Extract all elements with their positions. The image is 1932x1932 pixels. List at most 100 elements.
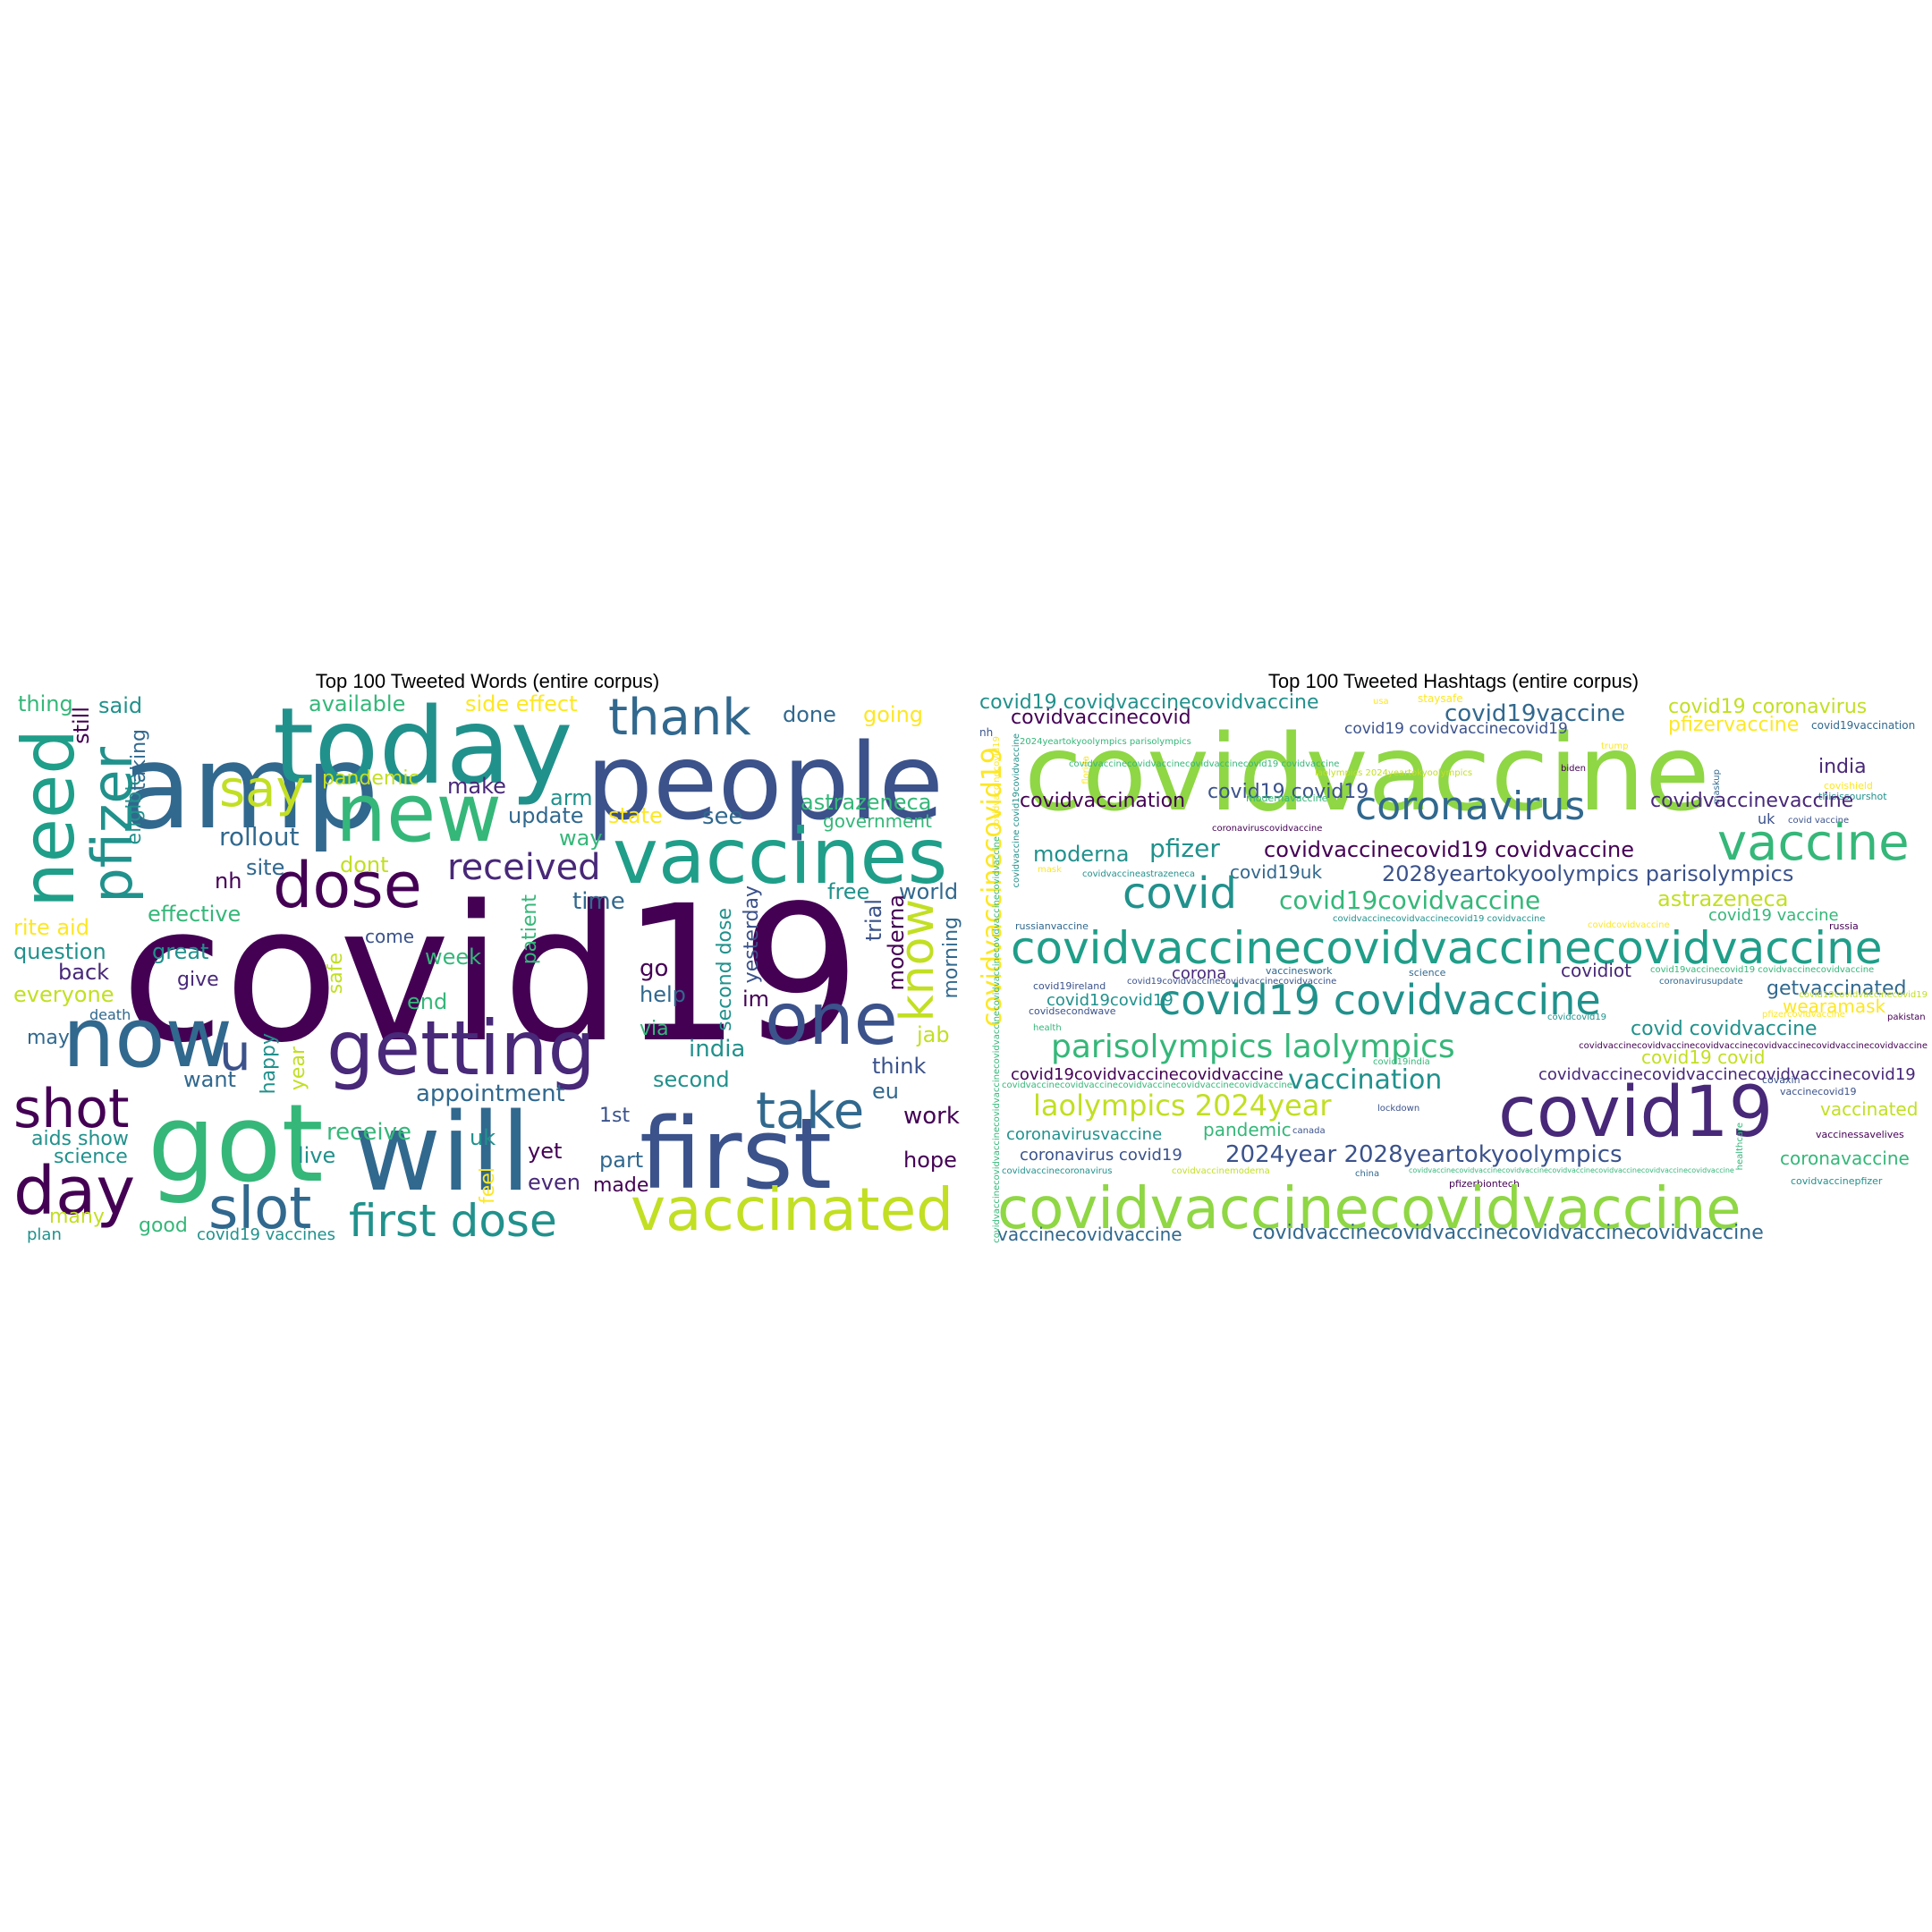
hashtag: covidiot: [1561, 960, 1631, 981]
word: help: [640, 982, 686, 1007]
hashtag: pfizervaccine: [1668, 714, 1800, 736]
word: give: [177, 969, 219, 991]
word: second: [653, 1067, 730, 1092]
word: week: [425, 945, 482, 970]
word: said: [98, 693, 143, 718]
word: update: [508, 803, 584, 828]
hashtag: covidvaccinecovidvaccinecovidvaccinecovi…: [1579, 1041, 1928, 1051]
word: today: [273, 693, 573, 808]
hashtag: astrazeneca: [1657, 886, 1789, 911]
hashtag: staysafe: [1418, 693, 1463, 705]
hashtag: covid19covidvaccinecovidvaccinecovidvacc…: [1127, 977, 1337, 987]
hashtag: pfizerbiontech: [1449, 1178, 1520, 1190]
hashtag: modernavaccine: [1246, 792, 1328, 804]
hashtag: covid19 covidvaccinecovidvaccine: [979, 693, 1319, 714]
word: morning: [940, 917, 962, 999]
hashtag: covidvaccinecovid19 covidvaccine: [1264, 837, 1635, 862]
hashtag: pfizer: [1149, 834, 1220, 863]
hashtag: covid19ireland: [1033, 980, 1106, 992]
hashtag: lockdown: [1377, 1104, 1420, 1114]
word: may: [27, 1027, 70, 1049]
hashtag: vaccinecovidvaccine: [997, 1224, 1182, 1243]
word: rite aid: [13, 915, 89, 940]
word: going: [863, 702, 924, 727]
word: uk: [470, 1125, 496, 1150]
hashtag: covid19covid19: [1046, 991, 1174, 1010]
word: patient: [519, 894, 541, 965]
hashtag: pandemic: [1203, 1119, 1292, 1140]
word: available: [309, 693, 406, 716]
hashtag: vaccinated: [1820, 1098, 1919, 1120]
hashtag: biden: [1561, 764, 1586, 774]
word: rollout: [219, 822, 300, 852]
word: done: [783, 702, 836, 727]
word: state: [608, 803, 663, 828]
hashtag: 2024yeartokyoolympics parisolympics: [1020, 737, 1191, 747]
words-cloud-title: Top 100 Tweeted Words (entire corpus): [315, 670, 660, 692]
word: jab: [917, 1022, 950, 1047]
hashtag: parisolympics laolympics: [1051, 1029, 1455, 1065]
hashtag: coronavirusvaccine: [1006, 1125, 1163, 1144]
hashtag: laolympics 2024year: [1033, 1089, 1332, 1123]
hashtag: covid19vaccination: [1811, 719, 1916, 732]
hashtag: covidvaccinecovidvaccine: [997, 1176, 1741, 1242]
word: year: [287, 1046, 309, 1091]
word: first dose: [349, 1195, 557, 1243]
hashtag: covid19 covid19: [1208, 781, 1369, 803]
hashtag: covidvaccinecovidvaccinecovidvaccinecovi…: [1252, 1222, 1764, 1243]
hashtag: nh: [979, 726, 994, 739]
hashtag: covaxin: [1762, 1074, 1801, 1086]
word: still: [69, 707, 94, 744]
word: even: [528, 1170, 580, 1195]
hashtag: 2024year 2028yeartokyoolympics: [1225, 1141, 1623, 1168]
word: government: [823, 810, 932, 832]
word: slot: [208, 1176, 312, 1242]
word: new: [335, 767, 503, 860]
hashtag: covid19 coronavirus: [1668, 696, 1868, 718]
word: moderna: [884, 894, 909, 991]
word: pandemic: [322, 767, 419, 790]
word: via: [640, 1018, 669, 1040]
word: effective: [148, 902, 242, 927]
hashtag: mask: [1038, 865, 1062, 875]
hashtag: science: [1409, 967, 1446, 979]
hashtag: covid19 covidvaccine: [1158, 976, 1601, 1024]
hashtag: coronavirus covid19: [1020, 1146, 1182, 1165]
hashtag: coronavaccine: [1780, 1148, 1910, 1169]
word: getting: [326, 1004, 596, 1092]
word: make: [447, 774, 506, 799]
hashtag: getvaccinated: [1767, 978, 1907, 1000]
word: got: [148, 1082, 324, 1207]
hashtag: covidcovidvaccine: [1588, 920, 1670, 930]
word: end: [407, 989, 448, 1014]
words-cloud-panel: Top 100 Tweeted Words (entire corpus) co…: [13, 670, 962, 1243]
hashtag: covid19vaccinecovid19 covidvaccinecovidv…: [1650, 965, 1875, 975]
hashtag: covid19: [1498, 1072, 1774, 1153]
word: go: [640, 955, 669, 982]
hashtag: pakistan: [1887, 1013, 1926, 1022]
hashtag: coronavirus: [1355, 784, 1586, 829]
word: first: [640, 1097, 832, 1211]
hashtag: russia: [1829, 920, 1859, 932]
word: one: [765, 978, 898, 1061]
word: thing: [18, 693, 73, 716]
word: appointment: [416, 1080, 565, 1107]
word: part: [599, 1148, 644, 1173]
hashtag: covid covidvaccine: [1631, 1018, 1818, 1040]
word: think: [872, 1054, 927, 1079]
hashtag: covidvaccinecovidvaccinecovidvaccine: [1011, 922, 1883, 974]
word: death: [89, 1006, 131, 1023]
word: india: [689, 1036, 746, 1063]
word: world: [899, 879, 959, 904]
word: work: [903, 1103, 960, 1130]
word: dose: [273, 849, 422, 922]
hashtag: china: [1355, 1169, 1380, 1179]
hashtag: covidvaccinecovidvaccinecovidvaccinecovi…: [1069, 759, 1340, 769]
word: vaccinated: [631, 1175, 954, 1243]
hashtag: covid19uk: [1230, 861, 1323, 883]
hashtag: healthcare: [1735, 1123, 1745, 1171]
word: covid19 vaccines: [197, 1225, 335, 1243]
hashtag: covidvaccinecovidvaccinecovid19 covidvac…: [1333, 914, 1546, 924]
hashtag: vaccinessavelives: [1816, 1129, 1904, 1140]
hashtag: uk: [1758, 810, 1775, 827]
